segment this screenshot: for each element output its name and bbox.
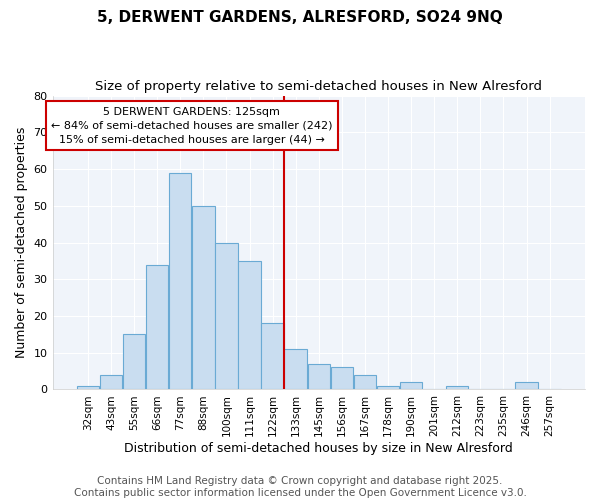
Text: 5, DERWENT GARDENS, ALRESFORD, SO24 9NQ: 5, DERWENT GARDENS, ALRESFORD, SO24 9NQ [97,10,503,25]
Bar [169,172,191,390]
Title: Size of property relative to semi-detached houses in New Alresford: Size of property relative to semi-detach… [95,80,542,93]
Bar [446,386,469,390]
Bar [354,375,376,390]
Bar [331,368,353,390]
X-axis label: Distribution of semi-detached houses by size in New Alresford: Distribution of semi-detached houses by … [124,442,513,455]
Bar [377,386,399,390]
Bar [100,375,122,390]
Bar [77,386,99,390]
Bar [262,324,284,390]
Bar [515,382,538,390]
Bar [215,242,238,390]
Text: Contains HM Land Registry data © Crown copyright and database right 2025.
Contai: Contains HM Land Registry data © Crown c… [74,476,526,498]
Bar [192,206,215,390]
Bar [284,349,307,390]
Bar [123,334,145,390]
Text: 5 DERWENT GARDENS: 125sqm
← 84% of semi-detached houses are smaller (242)
15% of: 5 DERWENT GARDENS: 125sqm ← 84% of semi-… [51,106,332,144]
Y-axis label: Number of semi-detached properties: Number of semi-detached properties [15,127,28,358]
Bar [238,261,261,390]
Bar [400,382,422,390]
Bar [146,264,169,390]
Bar [308,364,330,390]
